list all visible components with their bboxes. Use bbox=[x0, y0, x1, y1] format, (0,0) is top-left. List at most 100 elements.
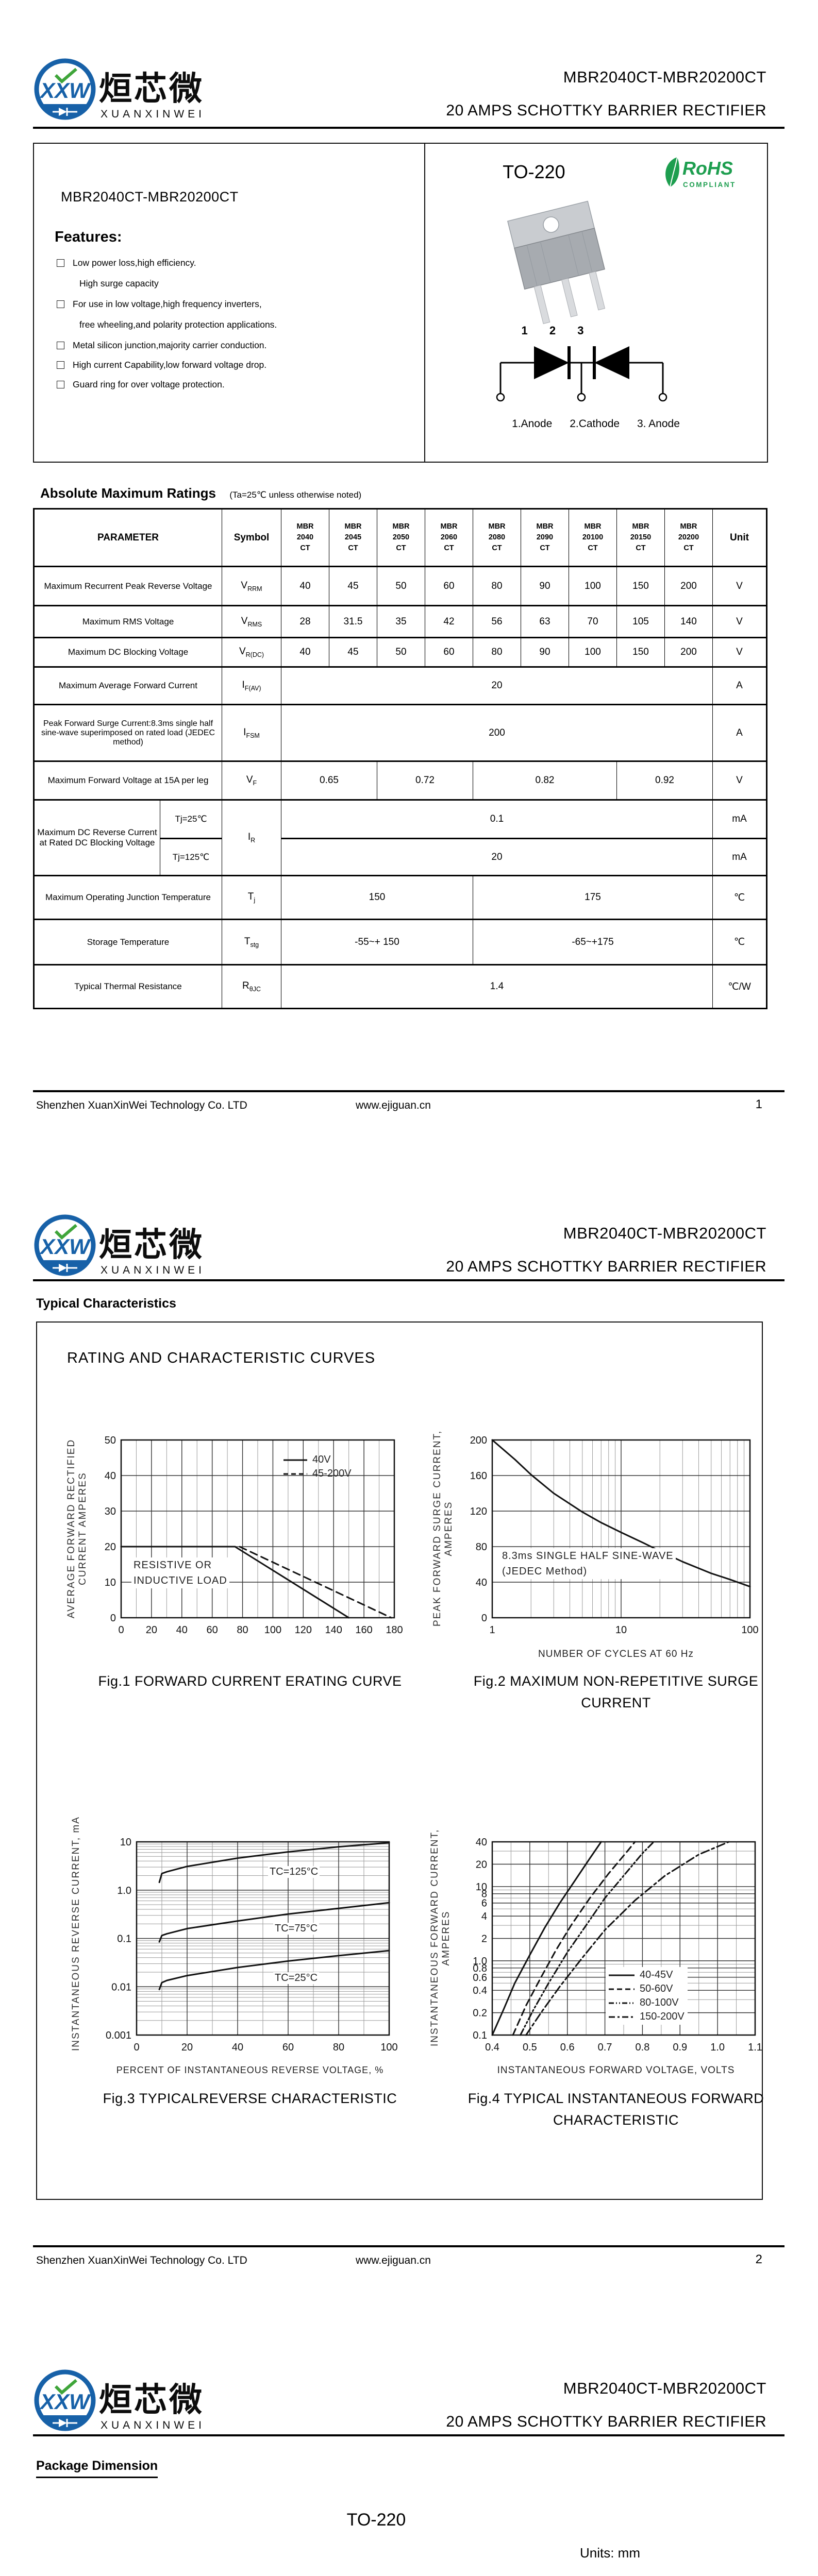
x-tick-label: 0.5 bbox=[523, 2042, 537, 2053]
ratings-table: PARAMETER Symbol MBR 2040 CT MBR 2045 CT MBR… bbox=[33, 508, 767, 1009]
fig3-ylabel: INSTANTANEOUS REVERSE CURRENT, mA bbox=[71, 1816, 81, 2051]
value-cell: 0.82 bbox=[473, 760, 617, 801]
series-50-60V bbox=[512, 1841, 636, 2036]
fig4-ylabel: INSTANTANEOUS FORWARD CURRENT, AMPERES bbox=[429, 1828, 452, 2046]
fig2-caption2: CURRENT bbox=[581, 1695, 651, 1710]
x-tick-label: 0.6 bbox=[560, 2042, 575, 2053]
param-cell: Storage Temperature bbox=[34, 919, 222, 965]
y-tick-label: 2 bbox=[481, 1934, 487, 1945]
box-divider bbox=[424, 144, 425, 462]
legend-label: 40-45V bbox=[640, 1969, 673, 1980]
fig3: INSTANTANEOUS REVERSE CURRENT, mA 0 20 40 6… bbox=[62, 1816, 423, 2123]
device-header: MBR 20200 CT bbox=[664, 508, 713, 567]
col-header: Symbol bbox=[222, 508, 281, 567]
feature-item: High current Capability,low forward volt… bbox=[57, 360, 266, 370]
fig4-caption: Fig.4 TYPICAL INSTANTANEOUS FORWARD bbox=[468, 2091, 764, 2106]
x-tick-label: 20 bbox=[181, 2042, 193, 2053]
curves-box bbox=[36, 1321, 763, 2200]
value-cell: 40 bbox=[281, 566, 329, 606]
value-cell: 20 bbox=[281, 666, 713, 705]
pin-caption: 1.Anode 2.Cathode 3. Anode bbox=[482, 418, 709, 430]
table-row-vrms: Maximum RMS Voltage VRMS 28 31.5 35 42 5… bbox=[34, 605, 767, 638]
unit-cell: A bbox=[712, 704, 767, 762]
feature-item: High surge capacity bbox=[79, 278, 159, 289]
footer-website[interactable]: www.ejiguan.cn bbox=[356, 1099, 431, 1111]
feature-text: Low power loss,high efficiency. bbox=[73, 258, 196, 268]
param-cell: Maximum DC Reverse Current at Rated DC B… bbox=[34, 799, 160, 876]
svg-text:RoHS: RoHS bbox=[682, 158, 733, 179]
logo-icon: XXW 烜芯微 XUANXINWEI bbox=[34, 1214, 205, 1276]
fig3-xlabel: PERCENT OF INSTANTANEOUS REVERSE VOLTAGE… bbox=[116, 2065, 384, 2075]
fig2: PEAK FORWARD SURGE CURRENT, AMPERES 1 10 10… bbox=[428, 1430, 789, 1721]
package-name: TO-220 bbox=[503, 161, 565, 182]
value-cell: -55~+ 150 bbox=[281, 919, 473, 965]
legend-label: 45-200V bbox=[312, 1468, 352, 1479]
svg-text:XXW: XXW bbox=[39, 1234, 91, 1259]
feature-item: Metal silicon junction,majority carrier … bbox=[57, 340, 266, 351]
unit-cell: mA bbox=[712, 799, 767, 839]
series-40-45V bbox=[491, 1841, 602, 2036]
series-TC=125°C bbox=[158, 1842, 390, 1884]
feature-text: Guard ring for over voltage protection. bbox=[73, 379, 225, 389]
x-tick-label: 0.8 bbox=[636, 2042, 650, 2053]
value-cell: 150 bbox=[616, 637, 665, 668]
y-tick-label: 1.0 bbox=[117, 1885, 131, 1896]
x-tick-label: 10 bbox=[615, 1624, 627, 1636]
features-heading: Features: bbox=[55, 229, 122, 245]
value-cell: 200 bbox=[664, 637, 713, 668]
table-row-ifav: Maximum Average Forward Current IF(AV) 2… bbox=[34, 666, 767, 705]
curve-label-25: TC=25°C bbox=[273, 1972, 320, 1984]
table-row-vrdc: Maximum DC Blocking Voltage VR(DC) 40 45… bbox=[34, 637, 767, 668]
value-cell: 42 bbox=[425, 605, 473, 638]
feature-text: free wheeling,and polarity protection ap… bbox=[79, 319, 277, 330]
svg-text:XUANXINWEI: XUANXINWEI bbox=[101, 1264, 205, 1276]
package-dimension-heading: Package Dimension bbox=[36, 2459, 158, 2478]
device-header: MBR 2080 CT bbox=[473, 508, 521, 567]
footer-website[interactable]: www.ejiguan.cn bbox=[356, 2255, 431, 2266]
y-tick-label: 40 bbox=[105, 1470, 116, 1482]
symbol-cell: IR bbox=[222, 799, 281, 876]
y-tick-label: 8 bbox=[481, 1889, 487, 1900]
x-tick-label: 0 bbox=[133, 2042, 139, 2053]
y-tick-label: 80 bbox=[476, 1541, 487, 1553]
checkbox-icon bbox=[57, 300, 64, 308]
to220-3d-icon bbox=[507, 200, 606, 325]
checkbox-icon bbox=[57, 259, 64, 267]
table-row-tstg: Storage Temperature Tstg -55~+ 150 -65~+… bbox=[34, 919, 767, 965]
fig1-caption: Fig.1 FORWARD CURRENT ERATING CURVE bbox=[98, 1673, 402, 1689]
fig1-legend: 40V 45-200V bbox=[283, 1453, 352, 1481]
unit-cell: mA bbox=[712, 838, 767, 876]
value-cell: 140 bbox=[664, 605, 713, 638]
y-tick-label: 6 bbox=[481, 1898, 487, 1909]
fig4-plot: 0.4 0.5 0.6 0.7 0.8 0.9 1.0 1.140201086421.00.8… bbox=[473, 1837, 762, 2053]
value-cell: 0.1 bbox=[281, 799, 713, 839]
y-tick-label: 0.1 bbox=[473, 2030, 487, 2041]
x-tick-label: 40 bbox=[232, 2042, 243, 2053]
value-cell: 28 bbox=[281, 605, 329, 638]
symbol-cell: VRMS bbox=[222, 605, 281, 638]
col-header: Unit bbox=[712, 508, 767, 567]
footer-rule bbox=[33, 2245, 784, 2247]
y-tick-label: 120 bbox=[470, 1506, 487, 1517]
feature-item: Low power loss,high efficiency. bbox=[57, 258, 196, 268]
symbol-cell: Tj bbox=[222, 875, 281, 920]
checkbox-icon bbox=[57, 342, 64, 349]
series-TC=25°C bbox=[158, 1950, 390, 1990]
feature-text: For use in low voltage,high frequency in… bbox=[73, 299, 262, 309]
fig1-plot: 0 20 40 60 80 100 120 140 160 180 0 10 20 30 40 50 bbox=[105, 1435, 403, 1636]
symbol-cell: Tstg bbox=[222, 919, 281, 965]
table-row-ir-25: Maximum DC Reverse Current at Rated DC B… bbox=[34, 799, 767, 876]
value-cell: 90 bbox=[521, 566, 569, 606]
legend-label: 150-200V bbox=[640, 2011, 685, 2022]
fig1-ylabel: AVERAGE FORWARD RECTIFIED CURRENT AMPERES bbox=[66, 1438, 88, 1619]
checkbox-icon bbox=[57, 361, 64, 369]
fig3-caption: Fig.3 TYPICALREVERSE CHARACTERISTIC bbox=[103, 2091, 397, 2106]
amr-heading: Absolute Maximum Ratings (Ta=25℃ unless … bbox=[40, 485, 361, 501]
param-cell: Maximum Operating Junction Temperature bbox=[34, 875, 222, 920]
value-cell: 0.92 bbox=[616, 760, 713, 801]
fig2-ylabel: PEAK FORWARD SURGE CURRENT, AMPERES bbox=[432, 1430, 454, 1626]
legend-line-dashed bbox=[609, 1988, 635, 1990]
x-tick-label: 100 bbox=[741, 1624, 758, 1636]
param-cell: Maximum DC Blocking Voltage bbox=[34, 637, 222, 668]
fig1-note: RESISTIVE OR INDUCTIVE LOAD bbox=[131, 1557, 229, 1588]
